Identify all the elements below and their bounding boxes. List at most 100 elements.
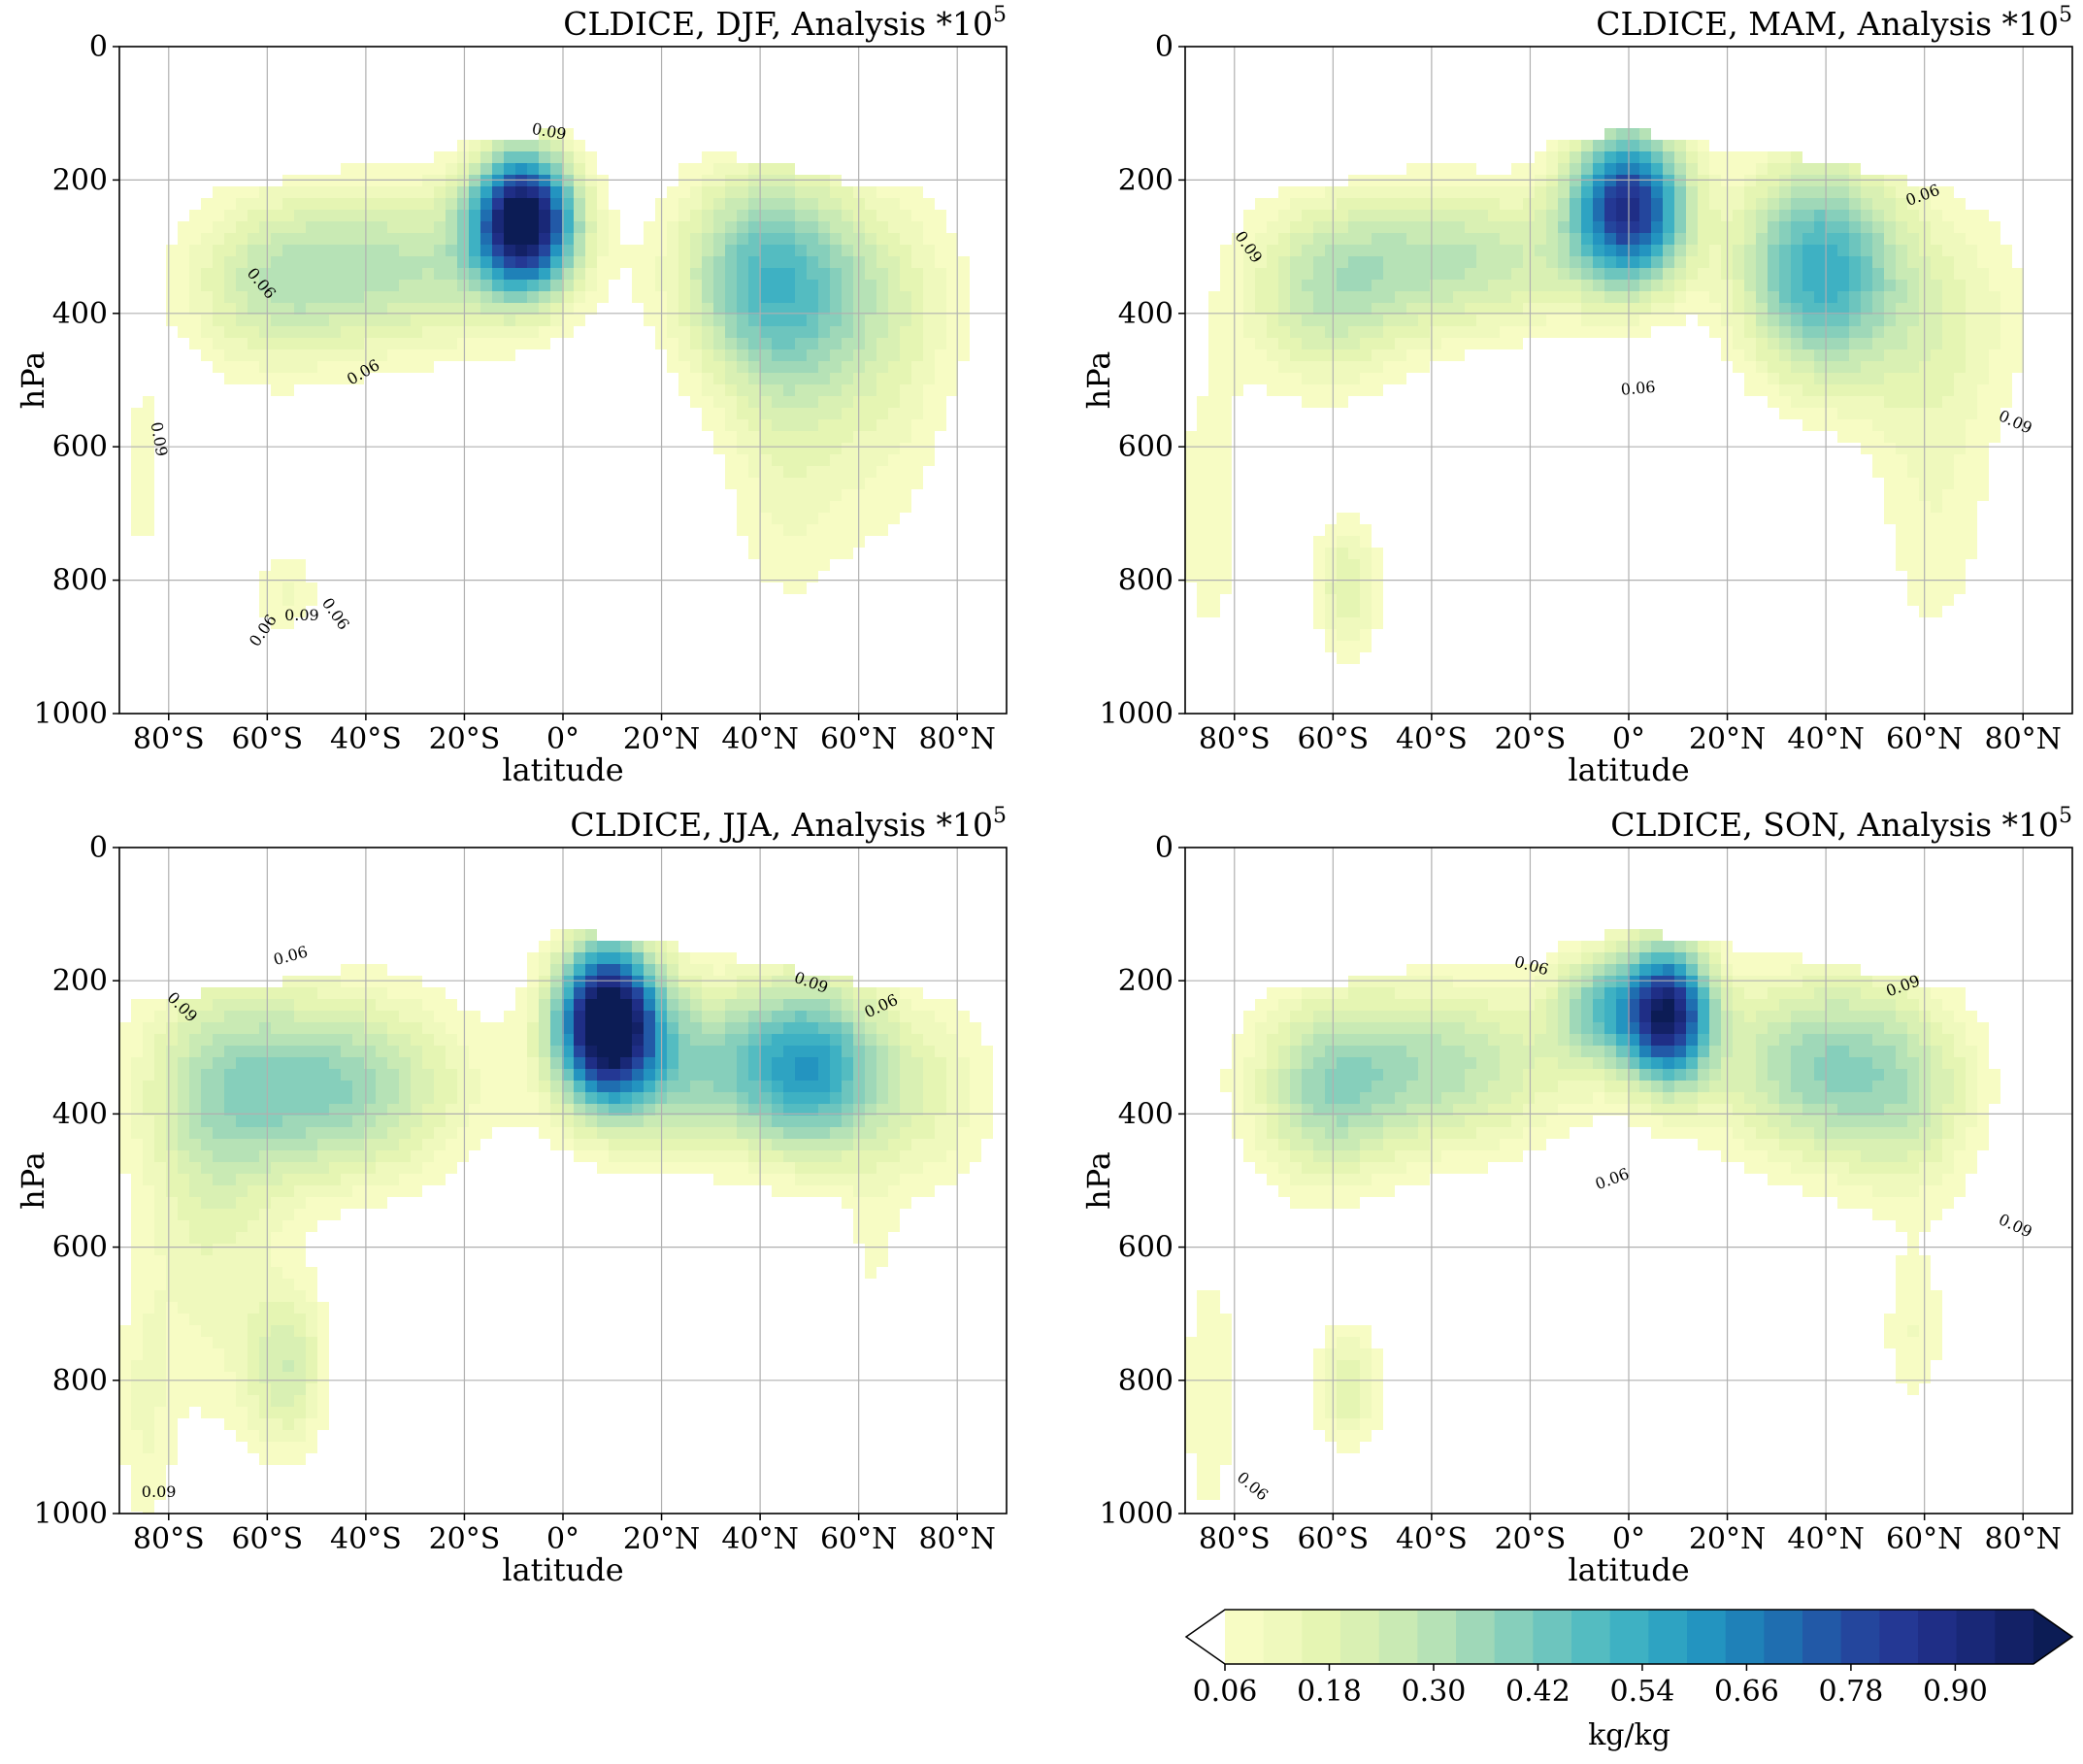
x-tick-label: 60°N bbox=[1886, 722, 1963, 756]
y-tick-label: 0 bbox=[89, 30, 108, 64]
colorbar-box bbox=[1494, 1610, 1534, 1664]
y-tick-label: 0 bbox=[1155, 831, 1174, 865]
colorbar-box bbox=[1571, 1610, 1611, 1664]
y-tick-label: 800 bbox=[52, 564, 108, 598]
x-axis-label: latitude bbox=[1568, 751, 1689, 788]
panel-title: CLDICE, DJF, Analysis *105 bbox=[563, 3, 1007, 43]
colorbar-box bbox=[1802, 1610, 1842, 1664]
y-tick-label: 1000 bbox=[34, 1497, 108, 1531]
x-tick-label: 20°N bbox=[623, 1522, 700, 1556]
colorbar-box bbox=[1840, 1610, 1880, 1664]
y-tick-label: 200 bbox=[1118, 964, 1174, 998]
x-tick-label: 20°S bbox=[1495, 1522, 1567, 1556]
panel-title: CLDICE, MAM, Analysis *105 bbox=[1596, 3, 2072, 43]
y-tick-label: 200 bbox=[1118, 163, 1174, 197]
contour-label: 0.09 bbox=[142, 1482, 177, 1501]
filled-contours bbox=[131, 128, 970, 629]
x-tick-label: 20°S bbox=[1495, 722, 1567, 756]
x-tick-label: 80°S bbox=[133, 722, 205, 756]
gridlines bbox=[119, 848, 1007, 1514]
colorbar-box bbox=[1456, 1610, 1496, 1664]
x-tick-label: 60°S bbox=[1297, 1522, 1369, 1556]
panel-mam: 80°S 60°S 40°S 20°S 0° 20°N 40°N 60°N 80°N 0 200 40… bbox=[1080, 3, 2073, 788]
y-tick-label: 800 bbox=[1118, 1364, 1174, 1398]
x-tick-label: 80°S bbox=[133, 1522, 205, 1556]
y-tick-label: 200 bbox=[52, 964, 108, 998]
x-tick-label: 40°S bbox=[330, 1522, 402, 1556]
x-tick-label: 20°N bbox=[1689, 722, 1766, 756]
y-tick-label: 400 bbox=[52, 1097, 108, 1131]
y-tick-label: 400 bbox=[1118, 1097, 1174, 1131]
colorbar-box bbox=[1302, 1610, 1341, 1664]
colorbar-box bbox=[1263, 1610, 1303, 1664]
filled-contours bbox=[1185, 128, 2024, 664]
colorbar-unit-label: kg/kg bbox=[1588, 1718, 1670, 1752]
x-tick-label: 0° bbox=[1612, 1522, 1645, 1556]
y-tick-label: 600 bbox=[1118, 1231, 1174, 1265]
x-tick-label: 20°S bbox=[429, 1522, 501, 1556]
x-tick-label: 80°S bbox=[1199, 722, 1271, 756]
gridlines bbox=[1185, 47, 2072, 714]
x-tick-label: 80°S bbox=[1199, 1522, 1271, 1556]
panel-jja: 80°S 60°S 40°S 20°S 0° 20°N 40°N 60°N 80°N 0 200 40… bbox=[15, 804, 1008, 1588]
colorbar-tick-label: 0.42 bbox=[1505, 1675, 1571, 1709]
y-tick-label: 0 bbox=[89, 831, 108, 865]
x-tick-label: 20°N bbox=[623, 722, 700, 756]
colorbar-box bbox=[1609, 1610, 1649, 1664]
x-tick-label: 40°S bbox=[330, 722, 402, 756]
colorbar-tick-label: 0.66 bbox=[1714, 1675, 1779, 1709]
y-tick-label: 1000 bbox=[1100, 697, 1174, 731]
x-tick-label: 20°N bbox=[1689, 1522, 1766, 1556]
gridlines bbox=[1185, 848, 2072, 1514]
colorbar-box bbox=[1378, 1610, 1418, 1664]
colorbar-extend-high bbox=[2033, 1610, 2072, 1664]
colorbar-tick-label: 0.90 bbox=[1923, 1675, 1988, 1709]
x-tick-label: 40°N bbox=[1787, 1522, 1864, 1556]
y-tick-label: 600 bbox=[52, 1231, 108, 1265]
colorbar-box bbox=[1725, 1610, 1765, 1664]
colorbar-box bbox=[1648, 1610, 1688, 1664]
colorbar-box bbox=[1687, 1610, 1727, 1664]
filled-contours bbox=[1185, 929, 2000, 1500]
x-tick-label: 40°S bbox=[1396, 1522, 1468, 1556]
colorbar: 0.06 0.18 0.30 0.42 0.54 0.66 0.78 0.90 kg/kg bbox=[1184, 1609, 2074, 1752]
x-tick-label: 40°N bbox=[721, 1522, 798, 1556]
y-tick-label: 800 bbox=[1118, 564, 1174, 598]
y-tick-label: 0 bbox=[1155, 30, 1174, 64]
colorbar-tick-label: 0.18 bbox=[1297, 1675, 1362, 1709]
y-axis-label: hPa bbox=[1080, 1151, 1117, 1210]
contour-label: 0.06 bbox=[1620, 378, 1656, 399]
y-tick-label: 600 bbox=[52, 430, 108, 464]
panel-title: CLDICE, SON, Analysis *105 bbox=[1610, 804, 2072, 844]
y-tick-label: 400 bbox=[52, 297, 108, 331]
colorbar-box bbox=[1918, 1610, 1958, 1664]
x-tick-label: 40°N bbox=[1787, 722, 1864, 756]
x-tick-label: 0° bbox=[546, 722, 579, 756]
colorbar-tick-label: 0.54 bbox=[1610, 1675, 1675, 1709]
y-tick-label: 600 bbox=[1118, 430, 1174, 464]
panel-djf: 80°S 60°S 40°S 20°S 0° 20°N 40°N 60°N 80°N 0 200 40… bbox=[15, 3, 1008, 788]
colorbar-box bbox=[1225, 1610, 1265, 1664]
colorbar-box bbox=[1956, 1610, 1996, 1664]
contour-label: 0.09 bbox=[284, 606, 319, 624]
colorbar-box bbox=[1764, 1610, 1803, 1664]
y-tick-label: 1000 bbox=[34, 697, 108, 731]
y-tick-label: 1000 bbox=[1100, 1497, 1174, 1531]
colorbar-tick-label: 0.06 bbox=[1193, 1675, 1258, 1709]
y-axis-label: hPa bbox=[15, 351, 51, 410]
filled-contours bbox=[119, 929, 993, 1514]
y-axis-label: hPa bbox=[15, 1151, 51, 1210]
x-tick-label: 40°N bbox=[721, 722, 798, 756]
y-tick-label: 400 bbox=[1118, 297, 1174, 331]
colorbar-box bbox=[1533, 1610, 1572, 1664]
x-axis-label: latitude bbox=[502, 1551, 623, 1588]
y-tick-label: 800 bbox=[52, 1364, 108, 1398]
x-axis-label: latitude bbox=[502, 751, 623, 788]
x-tick-label: 60°S bbox=[231, 1522, 303, 1556]
x-tick-label: 60°N bbox=[820, 722, 897, 756]
x-tick-label: 80°N bbox=[919, 1522, 996, 1556]
colorbar-tick-label: 0.30 bbox=[1402, 1675, 1467, 1709]
x-tick-label: 0° bbox=[1612, 722, 1645, 756]
y-tick-label: 200 bbox=[52, 163, 108, 197]
colorbar-extend-low bbox=[1186, 1610, 1225, 1664]
